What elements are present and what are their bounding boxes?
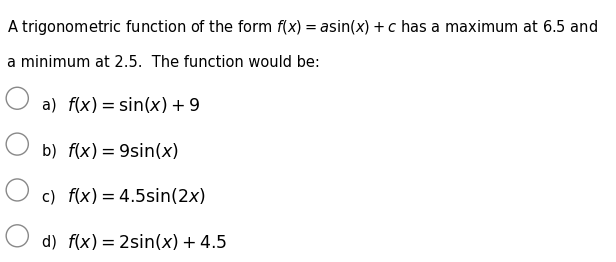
Text: a): a): [42, 97, 61, 112]
Text: $f(x) = 9\sin(x)$: $f(x) = 9\sin(x)$: [67, 141, 178, 161]
Text: A trigonometric function of the form $f(x) = a\sin(x) + c$ has a maximum at 6.5 : A trigonometric function of the form $f(…: [7, 18, 598, 37]
Text: d): d): [42, 235, 62, 250]
Text: $f(x) = \sin(x) + 9$: $f(x) = \sin(x) + 9$: [67, 95, 200, 115]
Text: a minimum at 2.5.  The function would be:: a minimum at 2.5. The function would be:: [7, 55, 320, 70]
Text: $f(x) = 4.5\sin(2x)$: $f(x) = 4.5\sin(2x)$: [67, 187, 206, 206]
Text: c): c): [42, 189, 60, 204]
Text: $f(x) = 2\sin(x) + 4.5$: $f(x) = 2\sin(x) + 4.5$: [67, 232, 227, 252]
Text: b): b): [42, 143, 62, 158]
